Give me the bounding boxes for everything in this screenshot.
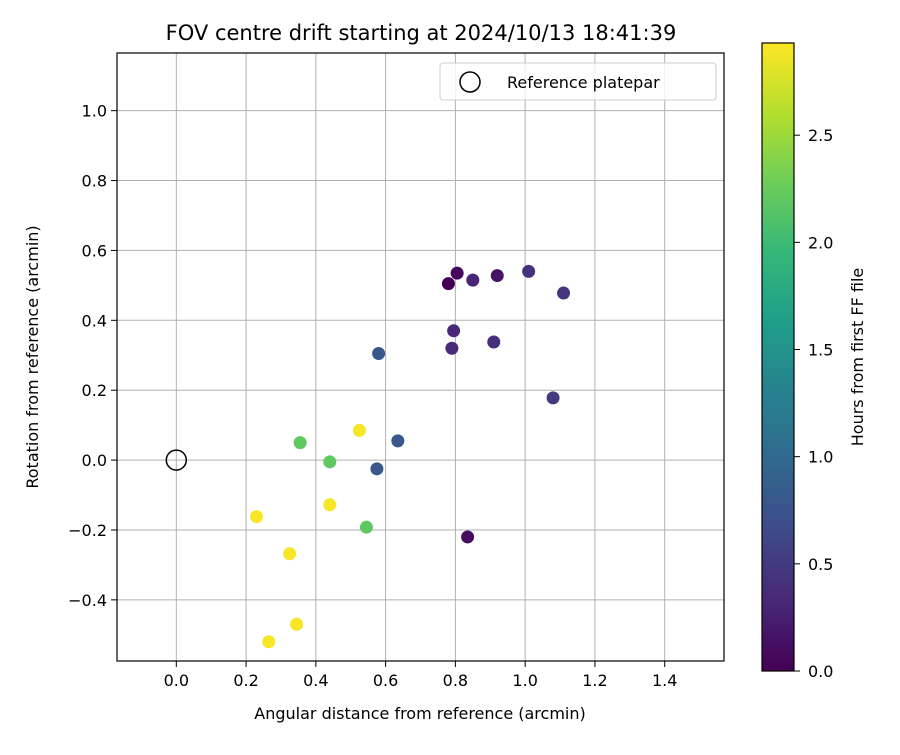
data-point [461, 530, 475, 544]
data-point [250, 510, 264, 524]
x-tick-label: 0.4 [303, 671, 328, 690]
data-point [522, 264, 536, 278]
data-point [441, 277, 455, 291]
data-point [466, 273, 480, 287]
data-point [546, 391, 560, 405]
data-point [352, 423, 366, 437]
data-point [450, 266, 464, 280]
x-tick-label: 0.0 [164, 671, 189, 690]
data-point [370, 462, 384, 476]
x-tick-label: 1.0 [512, 671, 537, 690]
data-point [323, 455, 337, 469]
y-tick-label: 1.0 [82, 102, 107, 121]
x-tick-label: 0.6 [373, 671, 398, 690]
data-point [487, 335, 501, 349]
y-tick-label: 0.8 [82, 172, 107, 191]
colorbar-tick-label: 1.5 [808, 340, 833, 359]
x-axis-ticks: 0.0 0.2 0.4 0.6 0.8 1.0 1.2 1.4 [164, 661, 677, 690]
x-axis-label: Angular distance from reference (arcmin) [254, 704, 585, 723]
y-tick-label: −0.2 [68, 521, 107, 540]
y-tick-label: 0.4 [82, 311, 107, 330]
legend: Reference platepar [439, 62, 717, 101]
data-point [557, 286, 571, 300]
colorbar [761, 42, 795, 672]
data-point [391, 434, 405, 448]
data-point [290, 617, 304, 631]
data-point [262, 635, 276, 649]
x-tick-label: 1.2 [582, 671, 607, 690]
grid-lines [117, 53, 724, 661]
colorbar-ticks: 0.0 0.5 1.0 1.5 2.0 2.5 [794, 126, 833, 681]
data-point [359, 520, 373, 534]
data-point [293, 436, 307, 450]
x-tick-label: 0.8 [443, 671, 468, 690]
data-point [447, 324, 461, 338]
data-point [490, 269, 504, 283]
y-axis-label: Rotation from reference (arcmin) [23, 225, 42, 488]
y-tick-label: −0.4 [68, 591, 107, 610]
data-point [323, 498, 337, 512]
legend-label-reference: Reference platepar [507, 73, 660, 92]
data-point [372, 347, 386, 361]
reference-marker [165, 449, 188, 471]
legend-marker-reference [459, 71, 481, 93]
colorbar-tick-label: 0.0 [808, 662, 833, 681]
y-axis-ticks: −0.4 −0.2 0.0 0.2 0.4 0.6 0.8 1.0 [68, 102, 117, 610]
y-tick-label: 0.6 [82, 241, 107, 260]
colorbar-tick-label: 2.5 [808, 126, 833, 145]
chart-title: FOV centre drift starting at 2024/10/13 … [166, 21, 677, 45]
colorbar-tick-label: 0.5 [808, 555, 833, 574]
reference-layer [165, 449, 188, 471]
colorbar-tick-label: 2.0 [808, 233, 833, 252]
colorbar-tick-label: 1.0 [808, 448, 833, 467]
data-point [283, 547, 297, 561]
y-tick-label: 0.2 [82, 381, 107, 400]
x-tick-label: 0.2 [233, 671, 258, 690]
data-points [250, 264, 571, 649]
legend-box [439, 62, 717, 101]
x-tick-label: 1.4 [652, 671, 677, 690]
y-tick-label: 0.0 [82, 451, 107, 470]
plot-frame [116, 52, 725, 662]
data-point [445, 341, 459, 355]
colorbar-label: Hours from first FF file [848, 268, 867, 447]
